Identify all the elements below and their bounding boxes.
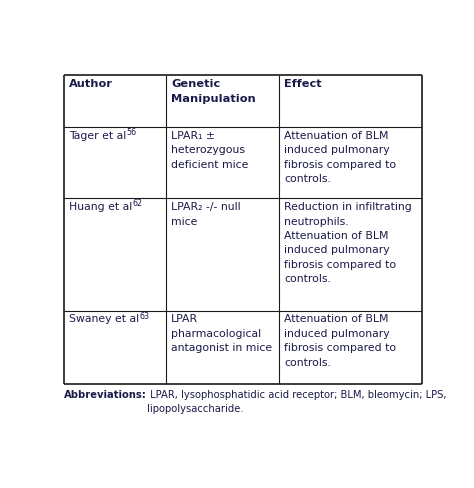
Text: Reduction in infiltrating
neutrophils.
Attenuation of BLM
induced pulmonary
fibr: Reduction in infiltrating neutrophils. A… [284, 202, 412, 284]
Text: LPAR₂ -/- null
mice: LPAR₂ -/- null mice [171, 202, 241, 226]
Text: 63: 63 [139, 312, 149, 321]
Text: 62: 62 [132, 200, 143, 208]
Text: Attenuation of BLM
induced pulmonary
fibrosis compared to
controls.: Attenuation of BLM induced pulmonary fib… [284, 314, 396, 367]
Text: Swaney et al: Swaney et al [69, 314, 139, 325]
Text: Effect: Effect [284, 79, 321, 89]
Text: LPAR, lysophosphatidic acid receptor; BLM, bleomycin; LPS,
lipopolysaccharide.: LPAR, lysophosphatidic acid receptor; BL… [146, 390, 446, 413]
Text: Abbreviations:: Abbreviations: [64, 390, 146, 400]
Text: Author: Author [69, 79, 113, 89]
Text: Tager et al: Tager et al [69, 131, 126, 141]
Text: Attenuation of BLM
induced pulmonary
fibrosis compared to
controls.: Attenuation of BLM induced pulmonary fib… [284, 131, 396, 184]
Text: 56: 56 [127, 128, 137, 137]
Text: LPAR
pharmacological
antagonist in mice: LPAR pharmacological antagonist in mice [171, 314, 272, 353]
Text: Genetic
Manipulation: Genetic Manipulation [171, 79, 256, 103]
Text: Huang et al: Huang et al [69, 202, 132, 212]
Text: LPAR₁ ±
heterozygous
deficient mice: LPAR₁ ± heterozygous deficient mice [171, 131, 248, 170]
